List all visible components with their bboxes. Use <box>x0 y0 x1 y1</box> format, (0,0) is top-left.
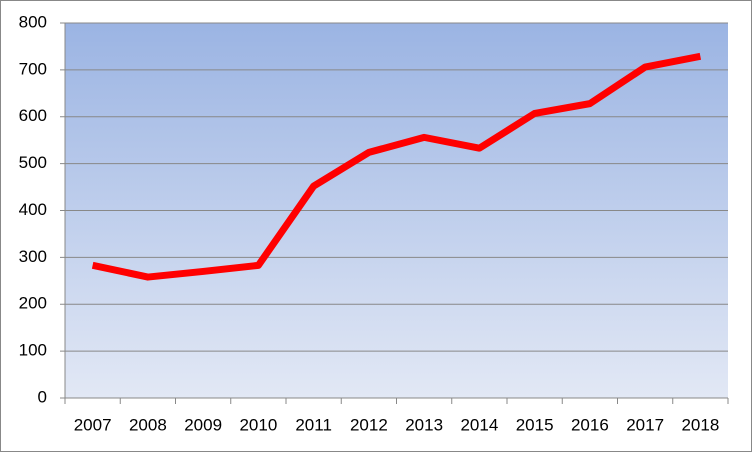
x-tick-label: 2013 <box>405 415 443 434</box>
y-tick-label: 0 <box>38 387 47 406</box>
x-tick-label: 2014 <box>460 415 498 434</box>
x-tick-label: 2016 <box>571 415 609 434</box>
y-tick-label: 300 <box>19 247 47 266</box>
x-tick-label: 2010 <box>239 415 277 434</box>
x-tick-label: 2012 <box>350 415 388 434</box>
x-tick-label: 2008 <box>129 415 167 434</box>
x-tick-label: 2018 <box>681 415 719 434</box>
y-tick-label: 400 <box>19 200 47 219</box>
y-tick-label: 600 <box>19 106 47 125</box>
x-tick-label: 2011 <box>295 415 332 434</box>
y-tick-label: 500 <box>19 153 47 172</box>
y-tick-label: 800 <box>19 12 47 31</box>
x-tick-label: 2009 <box>184 415 222 434</box>
y-tick-label: 100 <box>19 341 47 360</box>
x-tick-label: 2017 <box>626 415 664 434</box>
data-line <box>91 52 702 281</box>
y-tick-label: 700 <box>19 59 47 78</box>
y-tick-label: 200 <box>19 294 47 313</box>
x-tick-label: 2015 <box>516 415 554 434</box>
x-tick-label: 2007 <box>74 415 112 434</box>
